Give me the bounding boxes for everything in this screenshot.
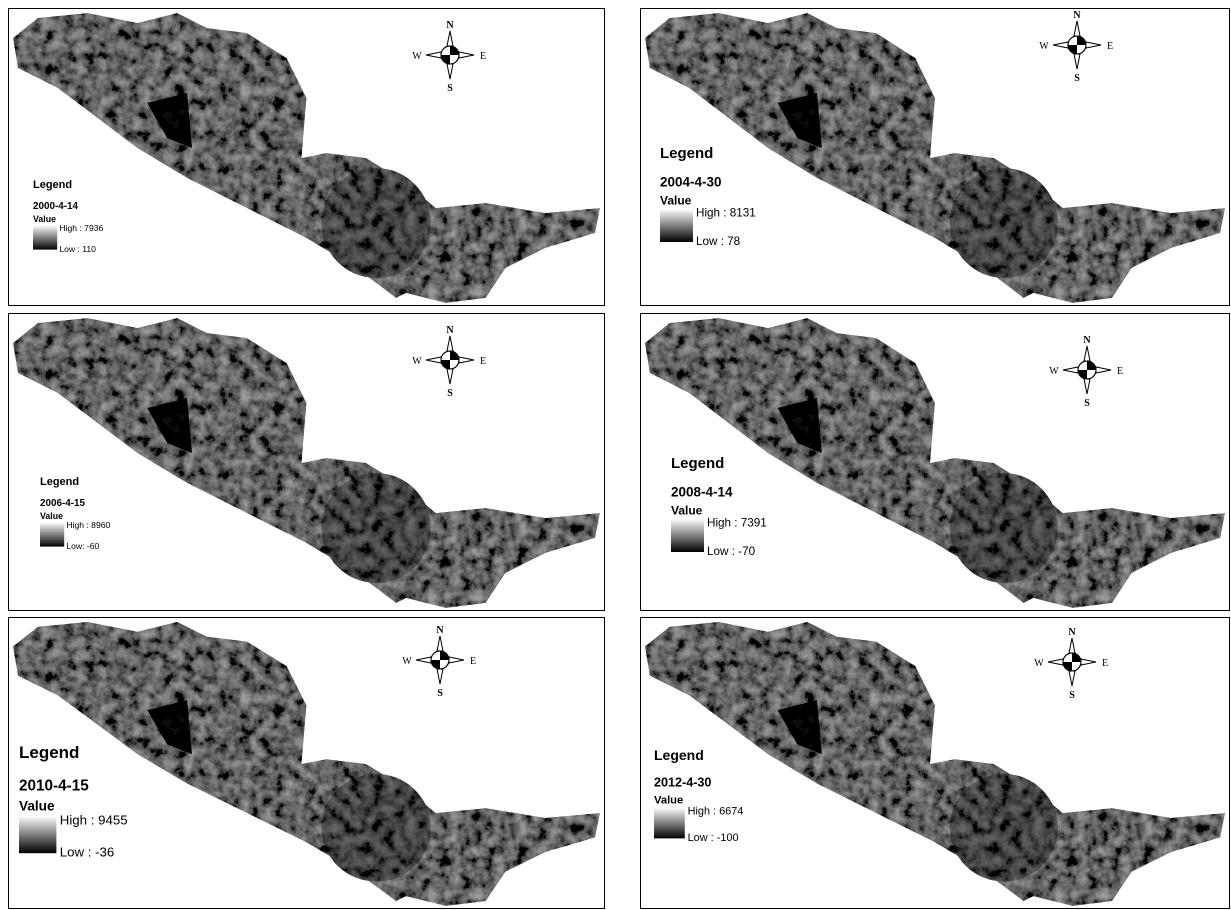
dark-basin [321,168,430,278]
dark-basin [950,168,1058,278]
legend-value: Value [654,794,683,806]
dark-basin [950,473,1058,583]
map-panel: N S E W Legend 2008-4-14 Value High : 7391 Low :… [641,314,1230,611]
color-ramp [660,209,693,242]
legend-low: Low : 110 [59,244,96,254]
compass-n: N [446,325,454,336]
compass-n: N [1073,10,1081,21]
legend-low: Low : -36 [60,845,115,860]
legend-low: Low: -60 [66,541,99,551]
figure: NSEWLegend2000-4-14ValueHigh : 7936Low :… [0,0,1231,910]
legend-high: High : 6674 [688,806,744,818]
legend-title: Legend [660,145,713,162]
map-panel: N S E W Legend 2004-4-30 Value High : 8131 Low :… [641,9,1230,306]
legend-date: 2010-4-15 [19,777,89,794]
compass-w: W [1039,41,1049,52]
color-ramp [40,522,64,546]
compass-w: W [412,356,422,367]
legend-high: High : 7936 [59,223,103,233]
legend-low: Low : -100 [688,832,739,844]
color-ramp [19,816,56,853]
compass-n: N [1083,335,1091,346]
compass-e: E [1117,366,1123,377]
compass-e: E [480,356,486,367]
legend-value: Value [33,214,56,224]
compass-e: E [470,656,476,667]
legend-high: High : 9455 [60,812,128,827]
compass-w: W [412,51,422,62]
legend-date: 2004-4-30 [660,175,722,190]
compass-e: E [1107,41,1113,52]
map-panel: N S E W Legend 2010-4-15 Value High : 9455 Low :… [9,618,605,909]
legend-date: 2006-4-15 [40,498,86,509]
compass-e: E [480,51,486,62]
color-ramp [671,519,704,552]
compass-s: S [437,688,443,699]
legend-value: Value [19,799,55,814]
map-panel: N S E W Legend 2012-4-30 Value High : 6674 Low :… [641,618,1230,909]
legend-title: Legend [654,747,704,763]
compass-s: S [1074,73,1080,84]
legend-title: Legend [33,179,72,191]
legend-value: Value [660,194,692,208]
legend-date: 2008-4-14 [671,485,733,500]
dark-basin [321,473,430,583]
legend-low: Low : 78 [696,235,740,248]
compass-n: N [436,625,444,636]
compass-w: W [1034,658,1044,669]
compass-e: E [1102,658,1108,669]
legend-title: Legend [671,455,724,472]
dark-basin [321,774,430,882]
legend-high: High : 7391 [707,517,767,530]
compass-n: N [1068,627,1076,638]
color-ramp [33,225,57,249]
compass-n: N [446,20,454,31]
color-ramp [654,808,685,839]
compass-w: W [1049,366,1059,377]
compass-s: S [1084,398,1090,409]
legend-value: Value [671,504,703,518]
legend-value: Value [40,511,63,521]
compass-w: W [402,656,412,667]
legend-title: Legend [19,743,79,762]
legend-high: High : 8131 [696,207,756,220]
legend-high: High : 8960 [66,520,110,530]
legend-low: Low : -70 [707,545,756,558]
compass-s: S [447,83,453,94]
dark-basin [950,774,1058,882]
compass-s: S [1069,690,1075,701]
legend-date: 2012-4-30 [654,776,711,790]
compass-s: S [447,388,453,399]
legend-title: Legend [40,476,79,488]
legend-date: 2000-4-14 [33,201,79,212]
